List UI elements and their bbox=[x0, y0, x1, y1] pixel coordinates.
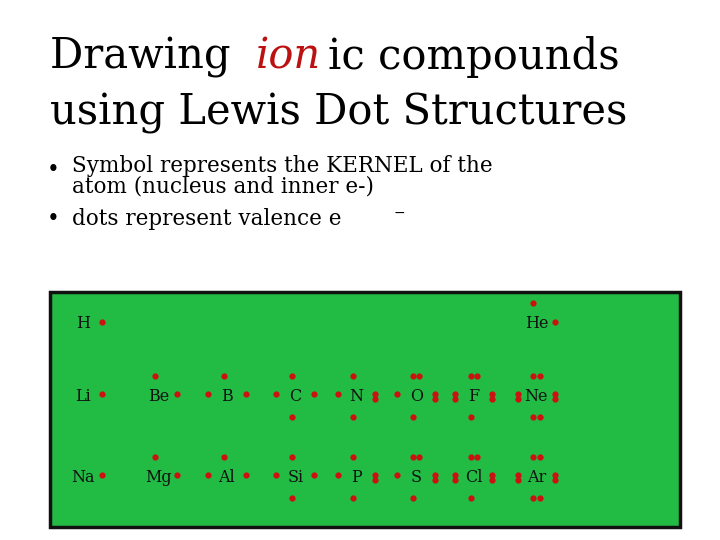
FancyBboxPatch shape bbox=[50, 292, 680, 526]
Text: O: O bbox=[410, 388, 423, 406]
Text: He: He bbox=[525, 315, 548, 333]
Text: Al: Al bbox=[218, 469, 235, 487]
Text: P: P bbox=[351, 469, 361, 487]
Text: Ne: Ne bbox=[525, 388, 548, 406]
Text: Li: Li bbox=[75, 388, 91, 406]
Text: Cl: Cl bbox=[465, 469, 482, 487]
Text: •: • bbox=[47, 208, 60, 230]
Text: ion: ion bbox=[256, 36, 320, 78]
Text: Drawing: Drawing bbox=[50, 36, 244, 78]
Text: −: − bbox=[393, 206, 405, 220]
Text: B: B bbox=[221, 388, 233, 406]
Text: Si: Si bbox=[287, 469, 303, 487]
Text: F: F bbox=[468, 388, 480, 406]
Text: Ar: Ar bbox=[527, 469, 546, 487]
Text: •: • bbox=[47, 159, 60, 181]
Text: S: S bbox=[410, 469, 422, 487]
Text: Mg: Mg bbox=[145, 469, 171, 487]
Text: ic compounds: ic compounds bbox=[328, 36, 619, 78]
Text: using Lewis Dot Structures: using Lewis Dot Structures bbox=[50, 92, 628, 134]
Text: Be: Be bbox=[148, 388, 169, 406]
Text: atom (nucleus and inner e-): atom (nucleus and inner e-) bbox=[72, 176, 374, 197]
Text: C: C bbox=[289, 388, 302, 406]
Text: H: H bbox=[76, 315, 90, 333]
Text: Na: Na bbox=[71, 469, 94, 487]
Text: dots represent valence e: dots represent valence e bbox=[72, 208, 341, 230]
Text: N: N bbox=[349, 388, 364, 406]
Text: Symbol represents the KERNEL of the: Symbol represents the KERNEL of the bbox=[72, 155, 492, 177]
